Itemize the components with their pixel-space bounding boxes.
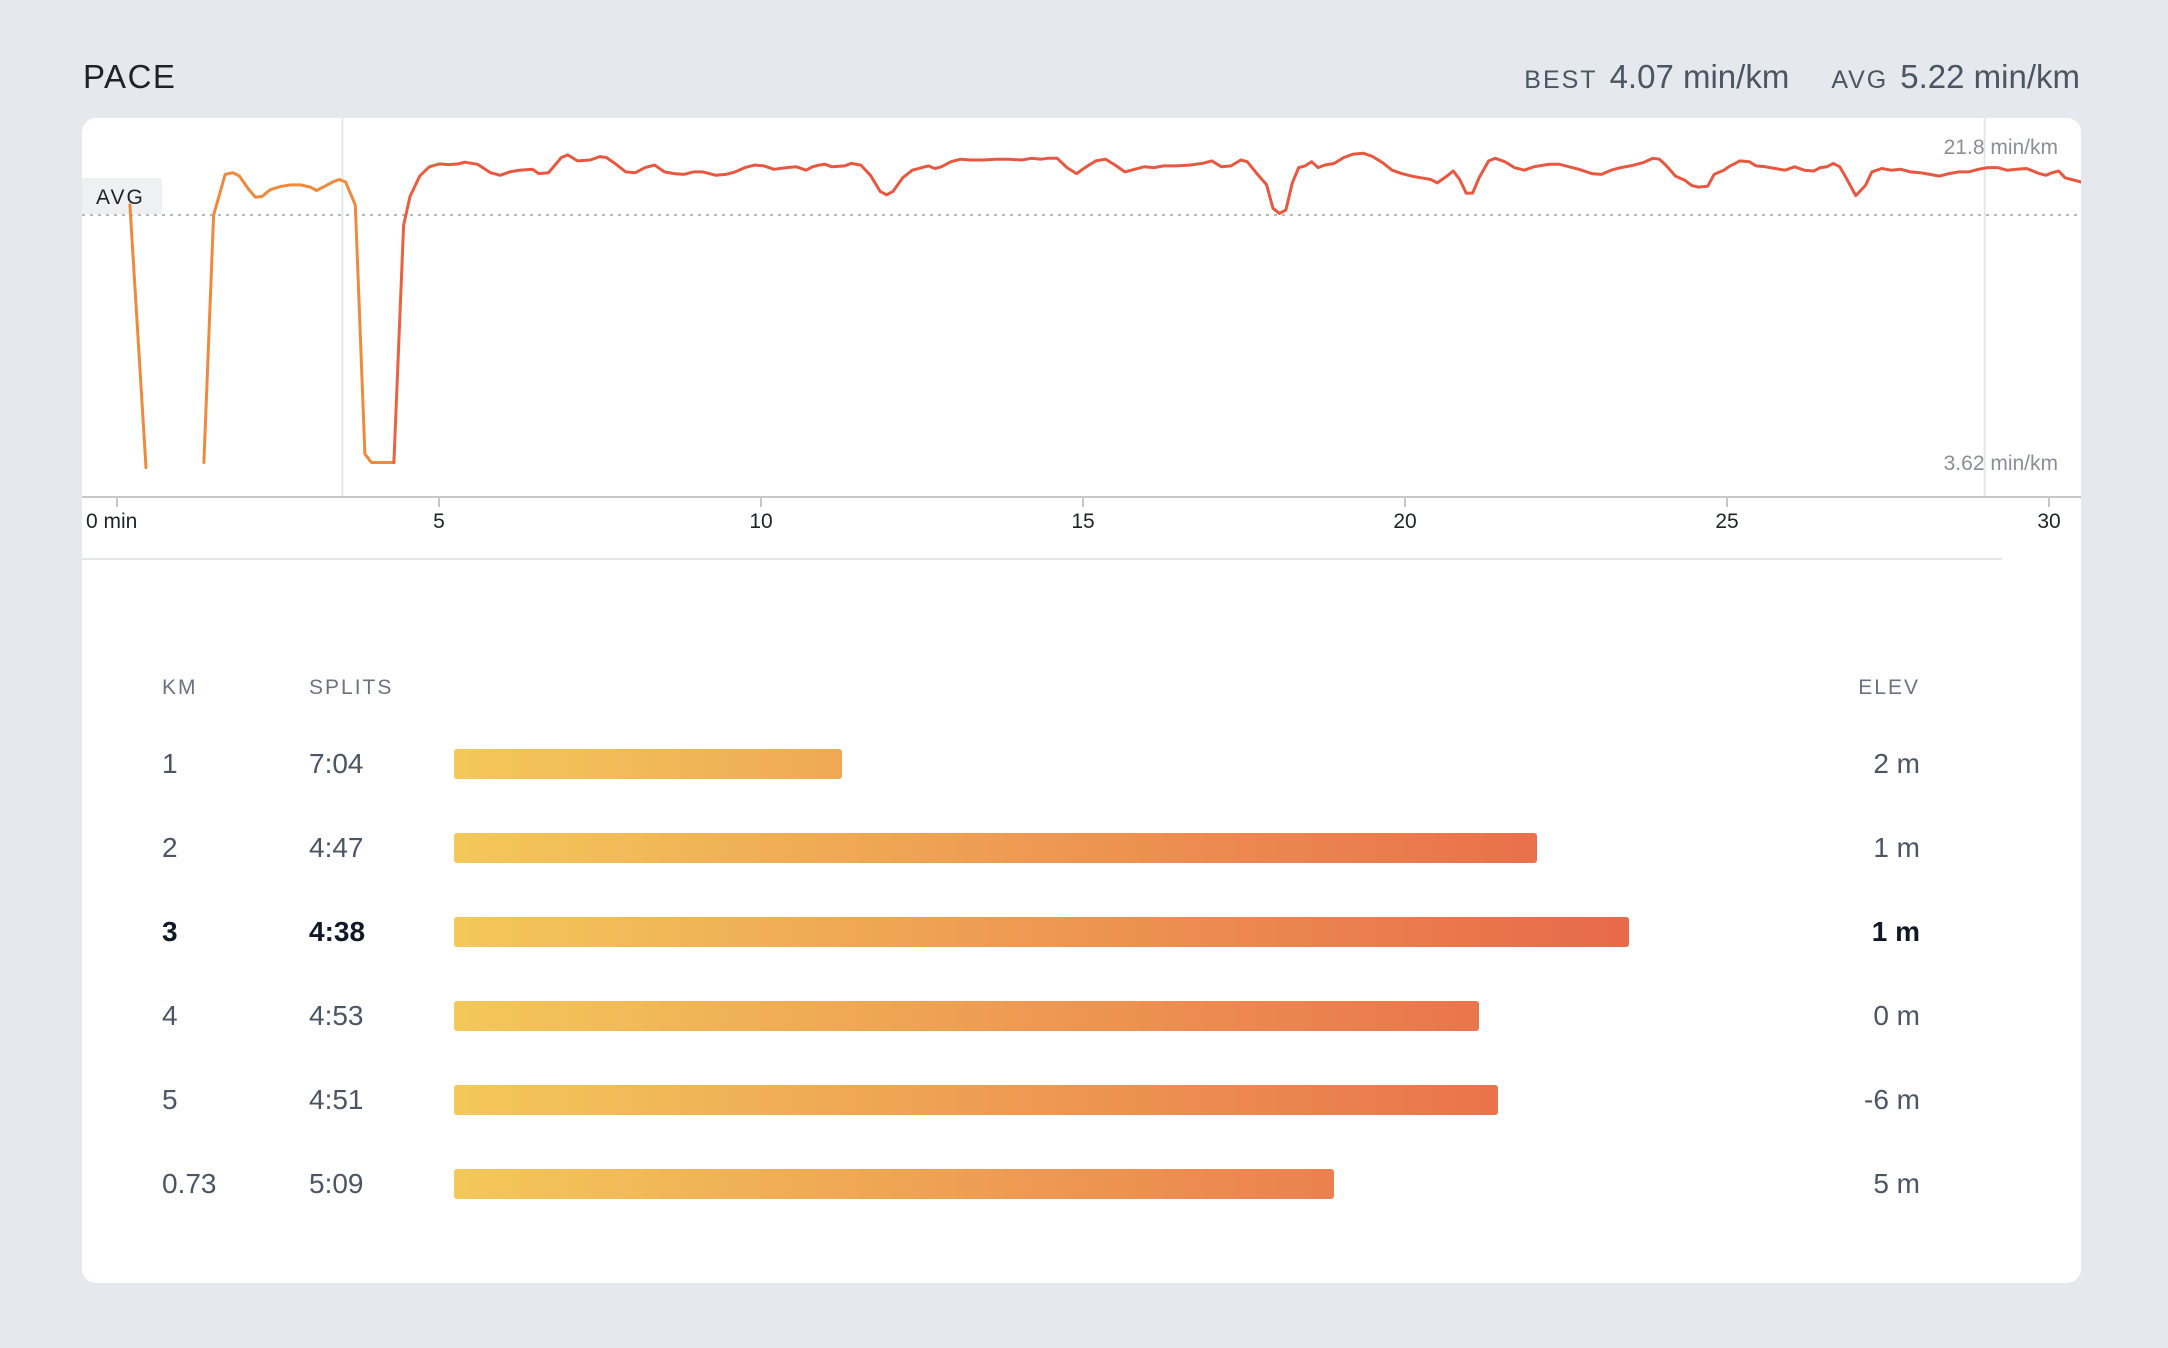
split-km: 4 <box>162 1000 178 1031</box>
split-elev: 5 m <box>1873 1168 1920 1199</box>
pace-summary: BEST 4.07 min/km AVG 5.22 min/km <box>1524 58 2080 96</box>
split-elev: 1 m <box>1873 832 1920 863</box>
splits-column-header: SPLITS <box>309 676 394 699</box>
pace-chart[interactable]: AVG 21.8 min/km 3.62 min/km 0 min 5 10 15 20… <box>82 118 2081 563</box>
split-row[interactable]: 1 7:04 2 m <box>82 744 2081 784</box>
split-row[interactable]: 0.73 5:09 5 m <box>82 1164 2081 1204</box>
best-pace-stat: BEST 4.07 min/km <box>1524 58 1789 96</box>
avg-tag-label: AVG <box>96 186 145 209</box>
x-tick-label: 20 <box>1393 510 1416 533</box>
split-km: 2 <box>162 832 178 863</box>
split-bar <box>454 1085 1498 1115</box>
split-bar <box>454 833 1537 863</box>
split-bar <box>454 1169 1334 1199</box>
split-time: 4:47 <box>309 832 364 863</box>
x-tick-label: 5 <box>433 510 445 533</box>
pace-line-series <box>128 151 2081 470</box>
split-km: 3 <box>162 916 178 947</box>
pace-line-segment <box>392 151 2081 464</box>
split-time: 4:38 <box>309 916 366 947</box>
split-km: 0.73 <box>162 1168 217 1199</box>
y-max-label: 21.8 min/km <box>1944 136 2058 159</box>
split-elev: -6 m <box>1864 1084 1920 1115</box>
split-bar <box>454 1001 1479 1031</box>
split-time: 7:04 <box>309 748 364 779</box>
x-tick-label: 30 <box>2037 510 2060 533</box>
split-bar <box>454 749 842 779</box>
split-time: 4:51 <box>309 1084 364 1115</box>
split-km: 1 <box>162 748 178 779</box>
pace-title: PACE <box>83 58 177 95</box>
x-tick-label: 25 <box>1715 510 1738 533</box>
split-time: 5:09 <box>309 1168 364 1199</box>
split-row-current[interactable]: 3 4:38 1 m <box>82 912 2081 952</box>
best-pace-label: BEST <box>1524 66 1598 94</box>
split-km: 5 <box>162 1084 178 1115</box>
split-time: 4:53 <box>309 1000 364 1031</box>
km-column-header: KM <box>162 676 198 699</box>
x-tick-label: 15 <box>1071 510 1094 533</box>
x-axis-ticks: 0 min 5 10 15 20 25 30 <box>86 497 2061 533</box>
x-tick-label: 0 min <box>86 510 137 533</box>
avg-pace-value: 5.22 min/km <box>1900 58 2080 95</box>
split-row[interactable]: 5 4:51 -6 m <box>82 1080 2081 1120</box>
chart-markers <box>341 118 1986 497</box>
avg-tag: AVG <box>82 178 162 214</box>
pace-line-segment <box>128 203 148 470</box>
split-bar <box>454 917 1629 947</box>
x-tick-label: 10 <box>749 510 772 533</box>
pace-card: AVG 21.8 min/km 3.62 min/km 0 min 5 10 15 20… <box>82 118 2081 1283</box>
best-pace-value: 4.07 min/km <box>1609 58 1790 95</box>
split-row[interactable]: 2 4:47 1 m <box>82 828 2081 868</box>
avg-pace-label: AVG <box>1831 66 1889 94</box>
pace-line-segment <box>202 171 396 464</box>
split-elev: 1 m <box>1871 916 1920 947</box>
split-elev: 0 m <box>1873 1000 1920 1031</box>
elev-column-header: ELEV <box>1858 676 1920 699</box>
split-elev: 2 m <box>1873 748 1920 779</box>
y-min-label: 3.62 min/km <box>1944 452 2058 475</box>
split-row[interactable]: 4 4:53 0 m <box>82 996 2081 1036</box>
avg-pace-stat: AVG 5.22 min/km <box>1831 58 2080 96</box>
